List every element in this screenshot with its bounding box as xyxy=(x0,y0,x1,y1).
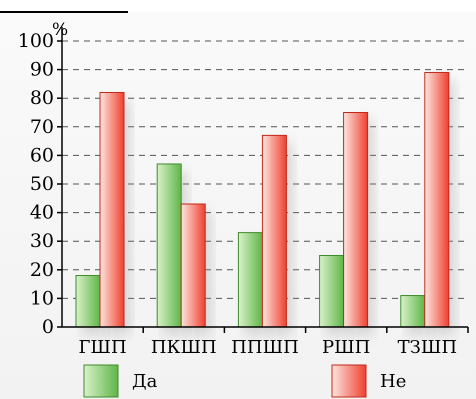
bar-da-3 xyxy=(237,232,263,328)
bar-ne-5 xyxy=(424,71,450,328)
legend-label-da: Да xyxy=(132,371,158,392)
x-tick-label: ПКШП xyxy=(151,337,217,358)
x-tick-label: ППШП xyxy=(231,337,299,358)
bar-ne-1 xyxy=(99,91,125,328)
y-tick-label: 60 xyxy=(30,144,54,166)
y-tick-label: 30 xyxy=(30,230,54,252)
bar-ne-4 xyxy=(343,112,369,328)
bar-da-5 xyxy=(400,295,426,328)
legend-swatch-ne xyxy=(331,364,367,398)
legend-swatch-da xyxy=(83,364,119,398)
labels: 0 10 20 30 40 50 60 70 80 90 100% ГШП ПКШП ППШП РШП ТЗШ… xyxy=(18,20,457,358)
bar-da-1 xyxy=(75,275,101,328)
bars xyxy=(75,71,455,336)
y-unit-label: % xyxy=(52,20,68,40)
plot-panel xyxy=(0,12,476,399)
y-tick-label: 40 xyxy=(30,202,54,224)
y-tick-label: 10 xyxy=(30,287,54,309)
y-tick-label: 50 xyxy=(30,173,54,195)
y-tick-label: 20 xyxy=(30,259,54,281)
y-tick-label: 0 xyxy=(42,316,54,338)
legend-label-ne: Не xyxy=(380,371,406,392)
bar-ne-2 xyxy=(180,203,206,328)
x-tick-label: РШП xyxy=(322,337,370,358)
y-tick-label: 90 xyxy=(30,59,54,81)
x-tick-label: ТЗШП xyxy=(398,337,457,358)
bar-da-2 xyxy=(156,163,182,328)
x-tick-label: ГШП xyxy=(79,337,127,358)
bar-da-4 xyxy=(319,255,345,328)
y-tick-label: 70 xyxy=(30,116,54,138)
bar-ne-3 xyxy=(261,134,287,328)
y-tick-label: 100 xyxy=(18,30,54,52)
legend: Да Не xyxy=(83,364,406,398)
y-tick-label: 80 xyxy=(30,87,54,109)
axes xyxy=(57,27,469,333)
